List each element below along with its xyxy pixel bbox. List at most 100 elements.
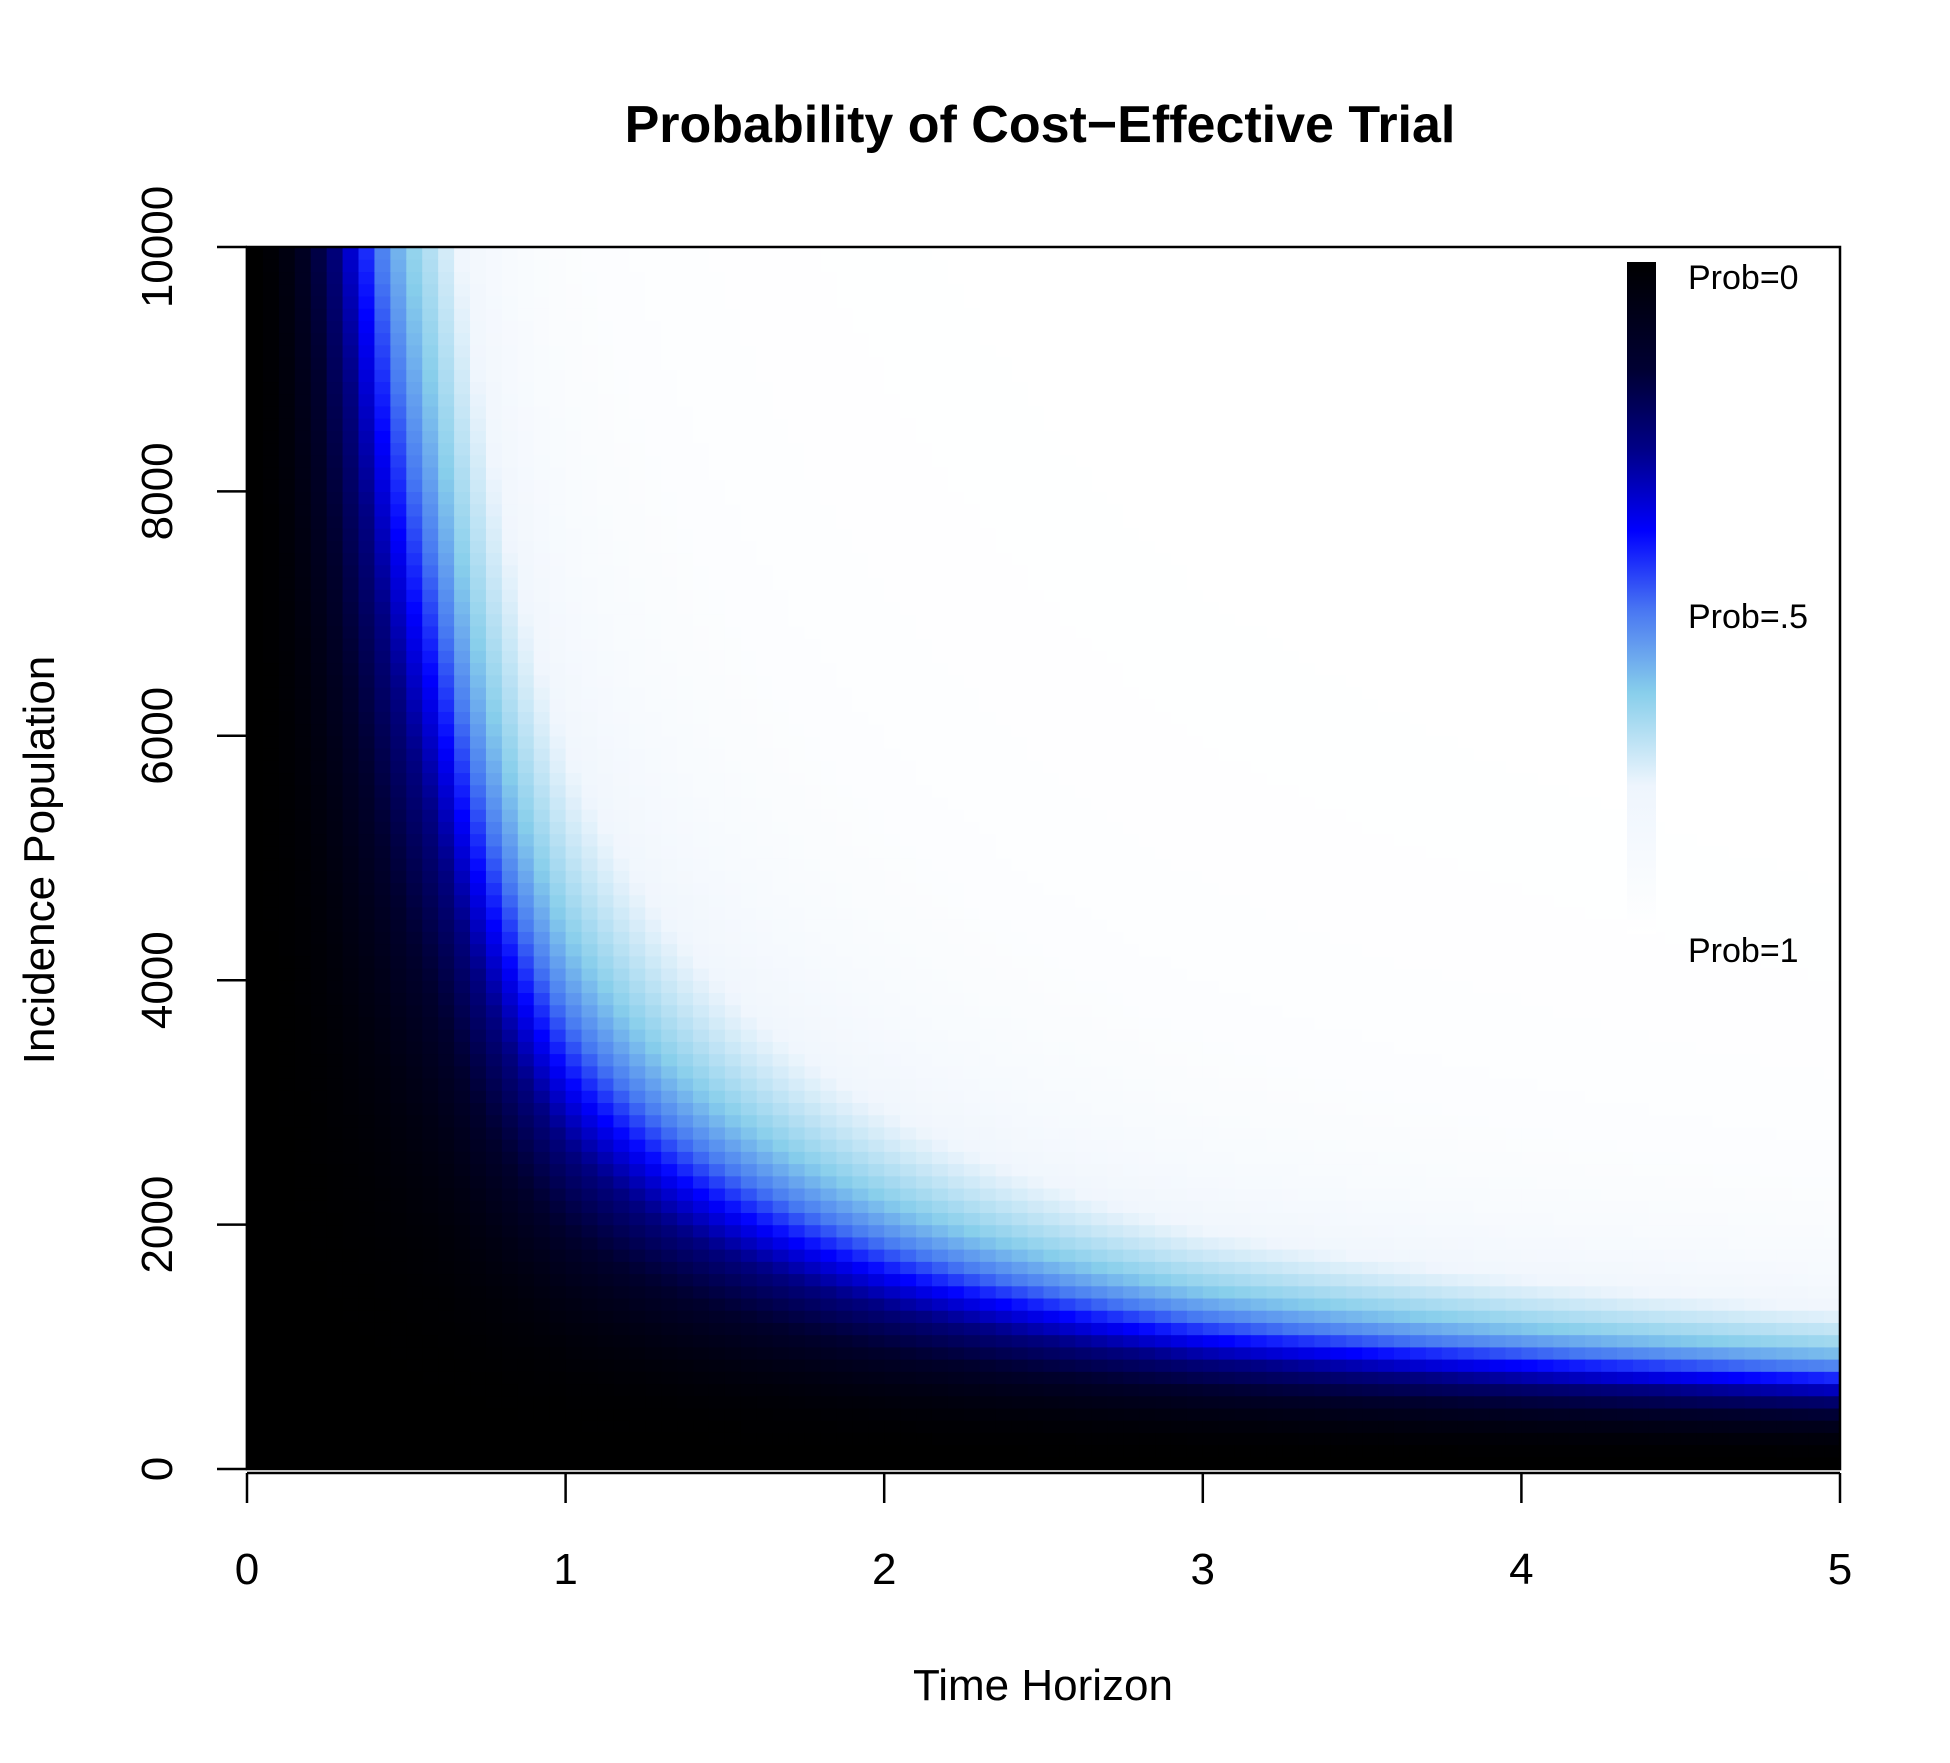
heatmap-cell <box>1027 1346 1045 1360</box>
heatmap-cell <box>629 589 646 602</box>
heatmap-cell <box>724 638 742 651</box>
heatmap-cell <box>677 589 694 602</box>
heatmap-cell <box>422 381 439 395</box>
heatmap-cell <box>294 1041 312 1055</box>
heatmap-cell <box>724 662 742 676</box>
heatmap-cell <box>549 1102 567 1116</box>
heatmap-cell <box>581 1212 599 1226</box>
heatmap-cell <box>629 540 646 554</box>
heatmap-cell <box>454 491 471 505</box>
heatmap-cell <box>756 271 774 285</box>
heatmap-cell <box>931 393 949 407</box>
heatmap-cell <box>756 992 774 1006</box>
heatmap-cell <box>645 980 662 994</box>
heatmap-cell <box>804 1212 822 1226</box>
heatmap-cell <box>693 564 710 578</box>
heatmap-cell <box>947 784 965 798</box>
heatmap-cell <box>900 259 917 273</box>
heatmap-cell <box>517 356 535 370</box>
heatmap-cell <box>310 625 328 639</box>
heatmap-cell <box>884 1029 901 1042</box>
heatmap-cell <box>788 662 806 676</box>
heatmap-cell <box>310 1456 328 1470</box>
heatmap-cell <box>963 906 981 920</box>
heatmap-cell <box>852 882 869 896</box>
heatmap-cell <box>836 1016 853 1030</box>
heatmap-cell <box>294 259 312 273</box>
heatmap-cell <box>995 1077 1013 1091</box>
heatmap-cell <box>454 1334 471 1348</box>
heatmap-cell <box>963 711 981 725</box>
heatmap-cell <box>485 564 503 578</box>
heatmap-cell <box>708 1371 726 1385</box>
heatmap-cell <box>310 601 328 615</box>
heatmap-cell <box>485 1395 503 1409</box>
heatmap-cell <box>947 344 965 358</box>
heatmap-cell <box>247 967 264 981</box>
heatmap-cell <box>247 369 264 383</box>
heatmap-cell <box>262 1126 280 1140</box>
heatmap-cell <box>931 1139 949 1152</box>
heatmap-cell <box>979 418 997 431</box>
heatmap-cell <box>247 308 264 321</box>
heatmap-cell <box>294 1444 312 1458</box>
heatmap-cell <box>565 1187 583 1201</box>
heatmap-cell <box>422 503 439 517</box>
heatmap-cell <box>485 308 503 321</box>
heatmap-cell <box>916 430 933 444</box>
heatmap-cell <box>868 271 885 285</box>
heatmap-cell <box>740 1371 758 1385</box>
heatmap-cell <box>485 1016 503 1030</box>
heatmap-cell <box>836 711 853 725</box>
heatmap-cell <box>852 1444 869 1458</box>
heatmap-cell <box>454 454 471 468</box>
heatmap-cell <box>852 1359 869 1372</box>
heatmap-cell <box>262 1444 280 1458</box>
heatmap-cell <box>1011 552 1029 566</box>
heatmap-cell <box>247 1090 264 1103</box>
heatmap-cell <box>470 381 487 395</box>
heatmap-cell <box>247 540 264 554</box>
heatmap-cell <box>517 699 535 712</box>
heatmap-cell <box>629 833 646 847</box>
heatmap-cell <box>693 552 710 566</box>
heatmap-cell <box>549 1383 567 1397</box>
heatmap-cell <box>661 1187 678 1201</box>
heatmap-cell <box>677 308 694 321</box>
heatmap-cell <box>470 906 487 920</box>
heatmap-cell <box>390 259 407 273</box>
heatmap-cell <box>772 540 790 554</box>
heatmap-cell <box>533 1261 551 1275</box>
heatmap-cell <box>916 1151 933 1165</box>
heatmap-cell <box>979 919 997 932</box>
heatmap-cell <box>916 674 933 688</box>
heatmap-cell <box>262 1016 280 1030</box>
heatmap-cell <box>342 833 360 847</box>
heatmap-cell <box>724 515 742 529</box>
heatmap-cell <box>740 699 758 712</box>
heatmap-cell <box>995 320 1013 334</box>
heatmap-cell <box>756 418 774 431</box>
heatmap-cell <box>931 259 949 273</box>
heatmap-cell <box>485 430 503 444</box>
heatmap-cell <box>310 1041 328 1055</box>
heatmap-cell <box>852 870 869 884</box>
heatmap-cell <box>708 686 726 700</box>
heatmap-cell <box>947 1456 965 1470</box>
heatmap-cell <box>995 259 1013 273</box>
heatmap-cell <box>470 247 487 260</box>
heatmap-cell <box>374 564 391 578</box>
heatmap-cell <box>549 332 567 346</box>
heatmap-cell <box>1011 1456 1029 1470</box>
heatmap-cell <box>517 858 535 871</box>
heatmap-cell <box>947 992 965 1006</box>
heatmap-cell <box>788 1346 806 1360</box>
heatmap-cell <box>963 796 981 810</box>
heatmap-cell <box>533 381 551 395</box>
heatmap-cell <box>549 955 567 969</box>
heatmap-cell <box>868 491 885 505</box>
heatmap-cell <box>645 662 662 676</box>
heatmap-cell <box>708 858 726 871</box>
heatmap-cell <box>868 1102 885 1116</box>
heatmap-cell <box>708 381 726 395</box>
